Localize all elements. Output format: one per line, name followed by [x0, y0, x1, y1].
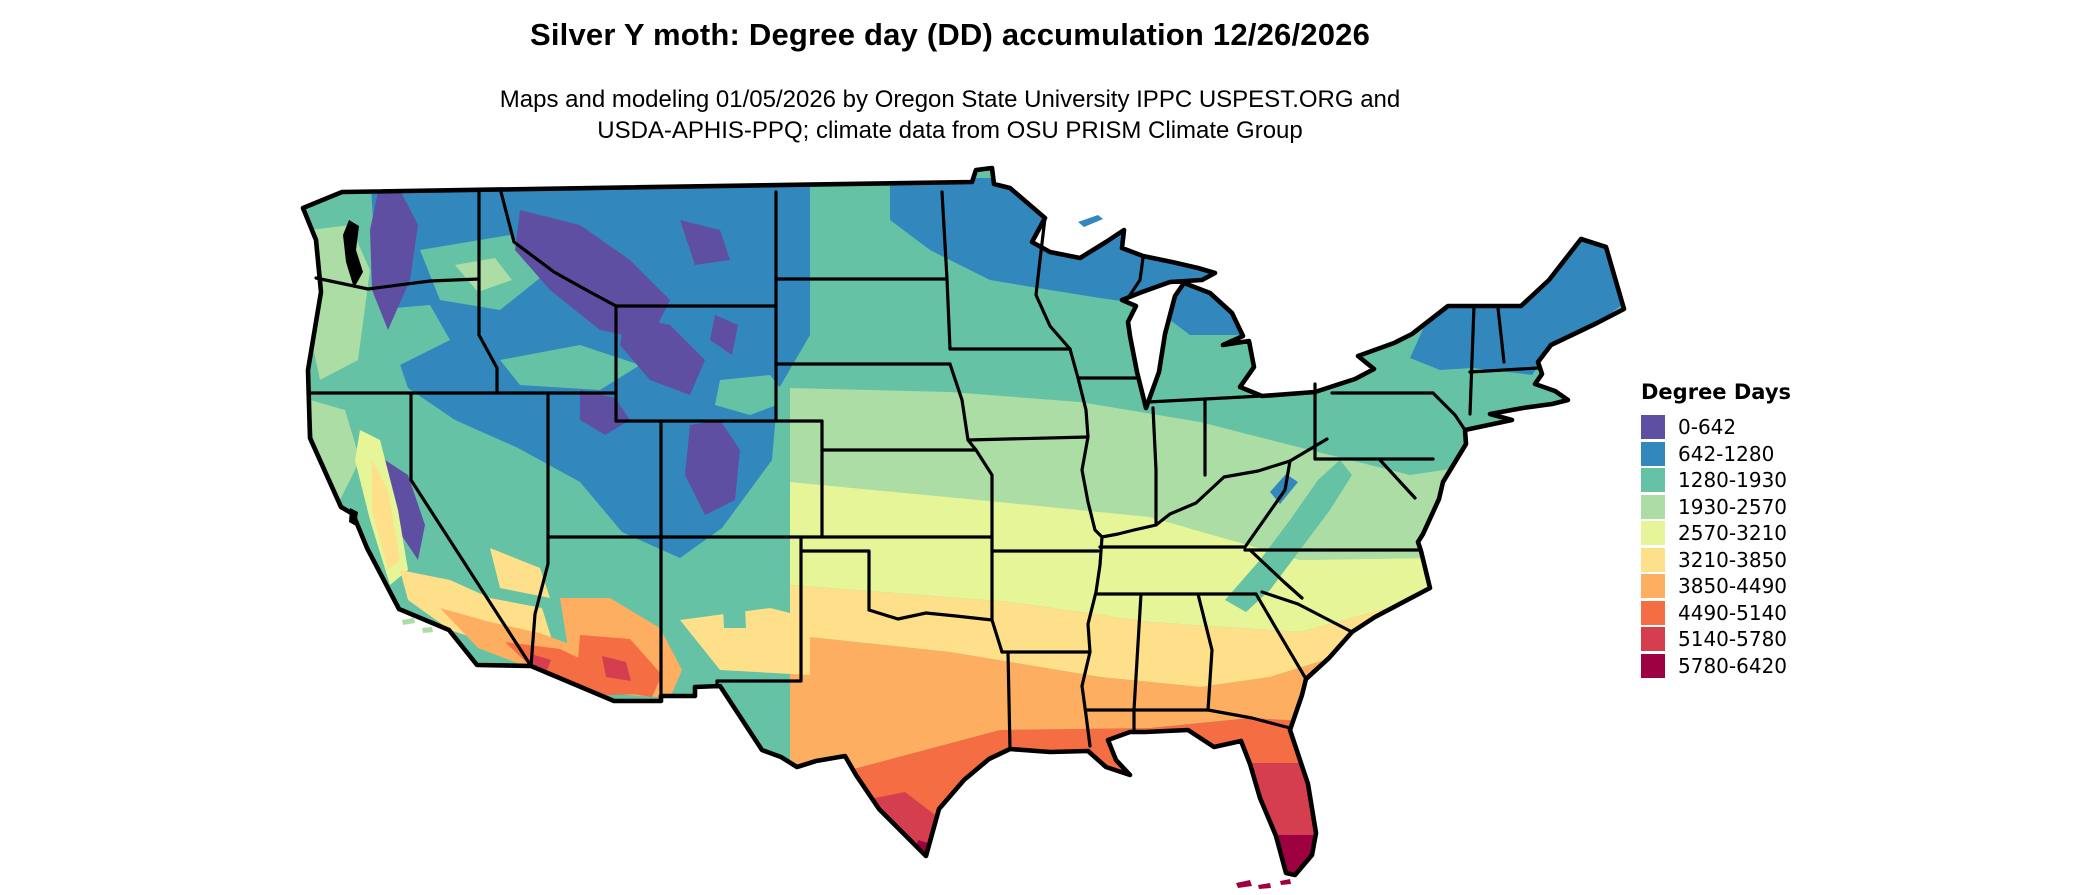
legend-row: 1280-1930: [1641, 468, 1941, 492]
legend-row: 3210-3850: [1641, 547, 1941, 572]
subtitle-line-1: Maps and modeling 01/05/2026 by Oregon S…: [499, 86, 1401, 113]
puget-sound: [343, 220, 363, 288]
conus-outline: [300, 165, 1627, 878]
subtitle-line-2: USDA-APHIS-PPQ; climate data from OSU PR…: [597, 117, 1303, 144]
isle-royale-island: [1078, 215, 1103, 227]
legend-swatch: [1641, 415, 1665, 439]
legend-row: 642-1280: [1641, 441, 1941, 466]
region-central-valley-core: [372, 460, 400, 570]
legend-label: 5780-6420: [1678, 653, 1788, 678]
legend-row: 5780-6420: [1641, 653, 1941, 678]
channel-islands: [402, 618, 433, 633]
legend-label: 3210-3850: [1678, 547, 1788, 572]
legend-row: 4490-5140: [1641, 600, 1941, 625]
region-sw-red: [529, 654, 631, 681]
state-borders-plains: [715, 190, 1090, 689]
legend-swatch: [1641, 627, 1665, 651]
legend-row: 1930-2570: [1641, 494, 1941, 519]
legend-swatch: [1641, 441, 1665, 466]
region-purple-mountains: [370, 190, 740, 560]
legend-swatch: [1641, 600, 1665, 625]
legend-row: 5140-5780: [1641, 627, 1941, 651]
legend-row: 3850-4490: [1641, 574, 1941, 598]
legend-swatch: [1641, 653, 1665, 678]
state-borders-midwest: [1034, 216, 1329, 748]
legend-row: 0-642: [1641, 415, 1941, 439]
legend-swatch: [1641, 574, 1665, 598]
region-green-west-coast: [305, 225, 512, 500]
san-francisco-bay: [349, 508, 358, 526]
legend-label: 0-642: [1678, 415, 1737, 439]
legend-label: 4490-5140: [1678, 600, 1788, 625]
region-nm-mountains: [640, 548, 770, 628]
state-borders-east: [990, 304, 1540, 751]
legend-label: 5140-5780: [1678, 627, 1788, 651]
legend-swatch: [1641, 494, 1665, 519]
region-green-band: [790, 388, 1624, 560]
map-legend: Degree Days 0-642 642-1280 1280-1930 193…: [1641, 380, 1941, 680]
florida-keys: [1236, 879, 1291, 889]
region-maroon-tips: [915, 835, 1314, 875]
legend-label: 1280-1930: [1678, 468, 1788, 492]
legend-label: 1930-2570: [1678, 494, 1788, 519]
page-subtitle: Maps and modeling 01/05/2026 by Oregon S…: [0, 84, 1900, 146]
us-degree-day-map: [250, 130, 1640, 890]
legend-swatch: [1641, 468, 1665, 492]
state-borders: [306, 190, 1540, 751]
conus-choropleth-svg: [300, 165, 1627, 889]
legend-label: 2570-3210: [1678, 521, 1788, 545]
legend-swatch: [1641, 547, 1665, 572]
region-appalachians: [1225, 460, 1352, 612]
legend-label: 3850-4490: [1678, 574, 1788, 598]
region-sw-deeporange: [505, 635, 662, 697]
legend-swatch: [1641, 521, 1665, 545]
legend-row: 2570-3210: [1641, 521, 1941, 545]
page-title: Silver Y moth: Degree day (DD) accumulat…: [529, 17, 1371, 52]
legend-title: Degree Days: [1641, 380, 1792, 404]
legend-label: 642-1280: [1678, 441, 1775, 466]
